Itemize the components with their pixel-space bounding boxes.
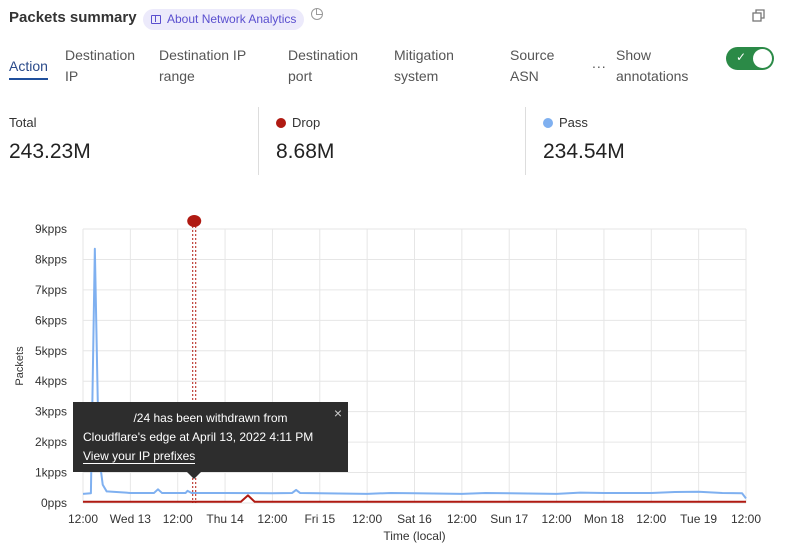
tooltip-line1: /24 has been withdrawn from [133,411,288,425]
view-ip-prefixes-link[interactable]: View your IP prefixes [83,449,196,464]
tab-action[interactable]: Action [9,56,48,80]
y-tick-label: 9kpps [35,222,67,236]
tab-mitigation-system[interactable]: Mitigation system [394,47,454,84]
x-tick-label: 12:00 [542,512,572,526]
tab-destination-port[interactable]: Destination port [288,47,359,84]
x-tick-label: Mon 18 [584,512,624,526]
y-tick-label: 7kpps [35,283,67,297]
show-annotations-toggle[interactable]: ✓ [726,47,774,70]
x-axis-label: Time (local) [383,529,445,543]
x-tick-label: Tue 19 [680,512,717,526]
show-annotations-label: Show annotations [616,47,689,84]
series-line-drop [83,494,746,503]
book-icon [151,15,161,24]
x-tick-label: Thu 14 [206,512,244,526]
x-tick-label: 12:00 [447,512,477,526]
y-tick-label: 4kpps [35,374,67,388]
about-network-analytics-button[interactable]: About Network Analytics [143,9,305,30]
x-tick-label: 12:00 [163,512,193,526]
stat-value: 243.23M [9,140,91,163]
y-tick-label: 6kpps [35,313,67,327]
annotation-tooltip: /24 has been withdrawn from Cloudflare's… [73,402,348,479]
y-tick-label: 1kpps [35,466,67,480]
y-axis-label: Packets [14,346,26,386]
y-tick-label: 8kpps [35,252,67,266]
x-tick-label: Sun 17 [490,512,528,526]
stat-pass: Pass 234.54M [543,115,625,164]
tab-destination-ip-range[interactable]: Destination IP range [159,47,247,84]
x-tick-label: 12:00 [68,512,98,526]
divider [525,107,526,175]
about-label: About Network Analytics [167,12,297,26]
page-title: Packets summary [9,9,137,26]
tab-destination-ip[interactable]: Destination IP [65,47,136,84]
close-icon[interactable]: × [333,405,342,421]
y-tick-label: 0pps [41,496,67,510]
x-tick-label: Wed 13 [110,512,151,526]
stat-value: 8.68M [276,140,335,163]
stat-total: Total 243.23M [9,115,91,164]
x-tick-label: Sat 16 [397,512,432,526]
tooltip-line2: Cloudflare's edge at April 13, 2022 4:11… [83,430,314,444]
more-tabs-button[interactable]: ... [592,55,607,71]
check-icon: ✓ [736,50,747,64]
copy-icon[interactable] [752,9,766,23]
annotation-marker [187,215,202,227]
divider [258,107,259,175]
stat-label: Pass [559,115,588,130]
y-tick-label: 3kpps [35,405,67,419]
stat-label: Drop [292,115,321,130]
x-tick-label: Fri 15 [304,512,335,526]
x-tick-label: 12:00 [636,512,666,526]
x-tick-label: 12:00 [731,512,761,526]
clock-icon[interactable] [311,8,323,20]
y-tick-label: 2kpps [35,435,67,449]
x-tick-label: 12:00 [257,512,287,526]
series-line-pass [82,247,747,500]
packets-chart: 0pps 1kpps 2kpps 3kpps 4kpps 5kpps 6kpps 7kpps 8… [14,215,761,543]
drop-dot-icon [276,117,286,128]
y-tick-label: 5kpps [35,344,67,358]
stat-value: 234.54M [543,140,625,163]
x-tick-label: 12:00 [352,512,382,526]
stat-label: Total [9,115,37,130]
tab-source-asn[interactable]: Source ASN [510,47,555,84]
stat-drop: Drop 8.68M [276,115,334,164]
pass-dot-icon [543,117,553,128]
